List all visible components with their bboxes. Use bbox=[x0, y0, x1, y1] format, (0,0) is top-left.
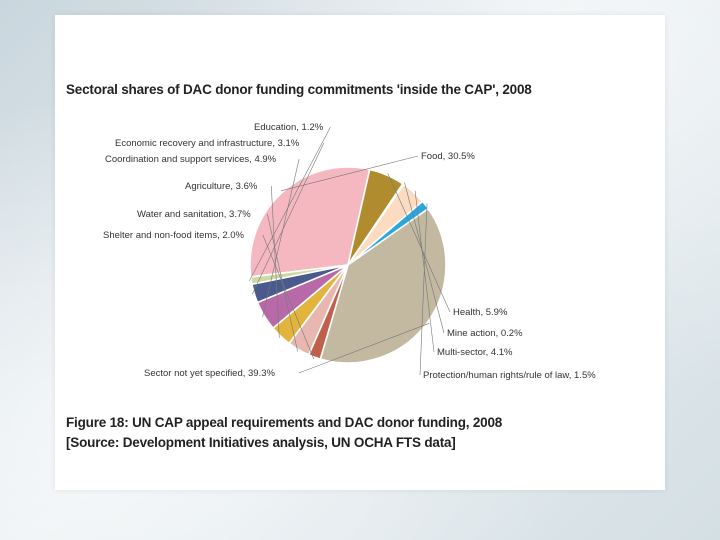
leader-line-4 bbox=[419, 203, 428, 376]
leader-line-3 bbox=[414, 190, 435, 353]
pie-chart: Food, 30.5% Health, 5.9% Mine action, 0.2%… bbox=[103, 122, 596, 381]
slide: Sectoral shares of DAC donor funding com… bbox=[55, 15, 665, 490]
pie-slice-0 bbox=[249, 166, 371, 278]
pie-slice-11 bbox=[249, 264, 349, 286]
slice-label-0: Food, 30.5% bbox=[421, 151, 475, 162]
pie-slice-5 bbox=[319, 207, 447, 364]
chart-title: Sectoral shares of DAC donor funding com… bbox=[66, 82, 532, 97]
figure-caption: Figure 18: UN CAP appeal requirements an… bbox=[66, 413, 502, 453]
slice-label-5: Sector not yet specified, 39.3% bbox=[144, 368, 276, 379]
slice-label-4: Protection/human rights/rule of law, 1.5… bbox=[423, 370, 596, 381]
slice-label-8: Agriculture, 3.6% bbox=[185, 181, 258, 192]
leader-line-6 bbox=[262, 234, 315, 360]
leader-line-5 bbox=[298, 323, 430, 374]
leader-line-10 bbox=[252, 142, 325, 295]
slice-label-1: Health, 5.9% bbox=[453, 307, 508, 318]
figure-caption-source: [Source: Development Initiatives analysi… bbox=[66, 435, 456, 450]
leader-line-2 bbox=[404, 182, 445, 334]
leader-line-1 bbox=[387, 173, 451, 313]
slice-label-2: Mine action, 0.2% bbox=[447, 328, 523, 339]
slice-label-6: Shelter and non-food items, 2.0% bbox=[103, 230, 245, 241]
slice-label-11: Education, 1.2% bbox=[254, 122, 324, 133]
figure-caption-line1: Figure 18: UN CAP appeal requirements an… bbox=[66, 415, 503, 430]
slice-label-7: Water and sanitation, 3.7% bbox=[137, 209, 251, 220]
leader-line-11 bbox=[249, 126, 331, 282]
leader-line-9 bbox=[262, 158, 300, 318]
slice-label-3: Multi-sector, 4.1% bbox=[437, 347, 513, 358]
slice-label-10: Economic recovery and infrastructure, 3.… bbox=[115, 138, 300, 149]
slice-label-9: Coordination and support services, 4.9% bbox=[105, 154, 277, 165]
